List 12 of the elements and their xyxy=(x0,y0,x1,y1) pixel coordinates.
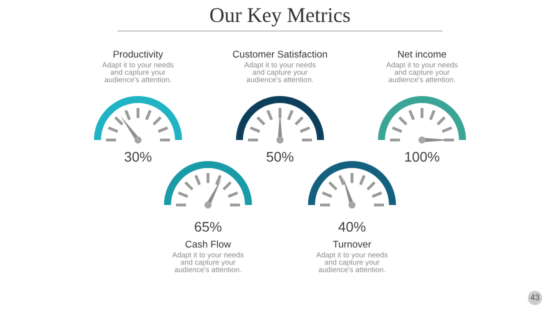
text: Turnover xyxy=(332,240,372,248)
data-label: 65% xyxy=(194,222,222,232)
data-label: 50% xyxy=(266,152,294,162)
text: Cash Flow xyxy=(186,240,231,248)
text: Our Key Metrics xyxy=(210,8,350,26)
text: Customer Satisfaction xyxy=(232,50,327,58)
text: Net income xyxy=(398,50,446,58)
data-label: 100% xyxy=(405,152,440,162)
text: Productivity xyxy=(114,50,164,60)
text: 43 xyxy=(530,294,540,300)
data-label: 30% xyxy=(124,152,152,162)
data-label: 40% xyxy=(338,222,366,232)
